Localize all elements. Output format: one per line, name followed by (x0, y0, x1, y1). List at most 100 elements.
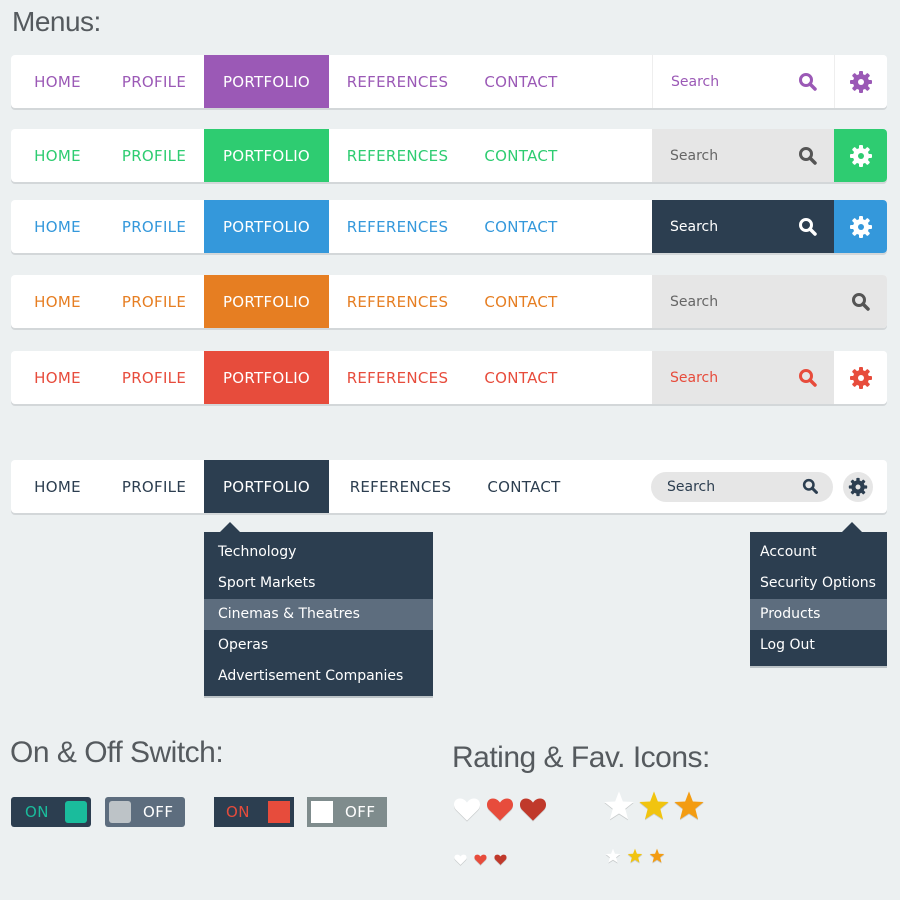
menu-bar-green: HOME PROFILE PORTFOLIO REFERENCES CONTACT (11, 129, 887, 182)
nav-portfolio[interactable]: PORTFOLIO (204, 129, 329, 182)
star-empty-icon[interactable] (605, 848, 621, 868)
nav-home[interactable]: HOME (34, 72, 81, 91)
rating-section-title: Rating & Fav. Icons: (452, 741, 710, 774)
menu-bar-blue: HOME PROFILE PORTFOLIO REFERENCES CONTACT (11, 200, 887, 253)
star-filled-icon[interactable] (638, 790, 670, 826)
search-field[interactable] (652, 351, 834, 404)
heart-filled-dark-icon[interactable] (519, 795, 547, 827)
nav-portfolio[interactable]: PORTFOLIO (204, 200, 329, 253)
search-input[interactable] (670, 293, 780, 310)
heart-filled-dark-icon[interactable] (494, 851, 507, 870)
nav-contact[interactable]: CONTACT (484, 146, 558, 165)
nav-contact[interactable]: CONTACT (484, 292, 558, 311)
star-filled-dark-icon[interactable] (673, 790, 705, 826)
nav-references[interactable]: REFERENCES (346, 292, 449, 311)
hearts-large (453, 795, 552, 827)
nav-profile[interactable]: PROFILE (121, 292, 187, 311)
toggle-switch-on-red[interactable]: ON (214, 797, 294, 827)
menus-section-title: Menus: (12, 6, 101, 37)
menu-bar-purple: HOME PROFILE PORTFOLIO REFERENCES CONTACT (11, 55, 887, 108)
settings-button[interactable] (834, 200, 887, 253)
search-field[interactable] (652, 200, 834, 253)
search-field[interactable] (651, 471, 833, 502)
heart-filled-icon[interactable] (486, 795, 514, 827)
toggle-switch-on-teal[interactable]: ON (11, 797, 91, 827)
heart-empty-icon[interactable] (453, 795, 481, 827)
search-field[interactable] (652, 129, 834, 182)
search-field[interactable] (652, 275, 887, 328)
nav-home[interactable]: HOME (34, 477, 81, 496)
nav-references[interactable]: REFERENCES (346, 217, 449, 236)
gear-icon[interactable] (843, 471, 873, 502)
settings-button[interactable] (834, 129, 887, 182)
nav-contact[interactable]: CONTACT (487, 477, 561, 496)
search-input[interactable] (671, 73, 781, 90)
nav-profile[interactable]: PROFILE (121, 368, 187, 387)
dropdown-item-operas[interactable]: Operas (218, 637, 269, 653)
nav-profile[interactable]: PROFILE (121, 72, 187, 91)
nav-references[interactable]: REFERENCES (346, 72, 449, 91)
dropdown-caret (220, 522, 240, 532)
nav-references[interactable]: REFERENCES (349, 477, 452, 496)
dropdown-item-cinemas-theatres[interactable]: Cinemas & Theatres (204, 599, 433, 630)
dropdown-item-technology[interactable]: Technology (218, 544, 297, 560)
search-icon[interactable] (798, 368, 818, 388)
nav-references[interactable]: REFERENCES (346, 146, 449, 165)
search-input[interactable] (670, 218, 780, 235)
toggle-label: OFF (143, 803, 174, 821)
search-field[interactable] (652, 55, 834, 108)
star-filled-dark-icon[interactable] (649, 848, 665, 868)
search-icon[interactable] (802, 478, 819, 495)
dropdown-item-products[interactable]: Products (750, 599, 887, 630)
dropdown-item-security-options[interactable]: Security Options (760, 575, 876, 591)
nav-references[interactable]: REFERENCES (346, 368, 449, 387)
toggle-knob (268, 801, 290, 823)
search-input[interactable] (670, 369, 780, 386)
search-icon[interactable] (798, 72, 818, 92)
heart-empty-icon[interactable] (454, 851, 467, 870)
nav-contact[interactable]: CONTACT (484, 368, 558, 387)
star-empty-icon[interactable] (603, 790, 635, 826)
nav-profile[interactable]: PROFILE (121, 146, 187, 165)
star-filled-icon[interactable] (627, 848, 643, 868)
nav-portfolio[interactable]: PORTFOLIO (204, 275, 329, 328)
gear-icon (849, 70, 873, 94)
gear-icon (849, 215, 873, 239)
settings-button[interactable] (834, 351, 887, 404)
nav-contact[interactable]: CONTACT (484, 217, 558, 236)
toggle-label: OFF (345, 803, 376, 821)
nav-home[interactable]: HOME (34, 292, 81, 311)
nav-portfolio[interactable]: PORTFOLIO (204, 351, 329, 404)
settings-button[interactable] (834, 55, 887, 108)
search-icon[interactable] (798, 146, 818, 166)
stars-large (603, 790, 708, 826)
gear-icon (849, 366, 873, 390)
menu-bar-orange: HOME PROFILE PORTFOLIO REFERENCES CONTACT (11, 275, 887, 328)
nav-portfolio[interactable]: PORTFOLIO (204, 460, 329, 513)
gear-icon (849, 144, 873, 168)
dropdown-item-log-out[interactable]: Log Out (760, 637, 815, 653)
toggle-label: ON (226, 803, 251, 821)
nav-home[interactable]: HOME (34, 368, 81, 387)
heart-filled-icon[interactable] (474, 851, 487, 870)
search-input[interactable] (667, 478, 777, 495)
nav-profile[interactable]: PROFILE (121, 477, 187, 496)
switch-section-title: On & Off Switch: (10, 736, 224, 769)
stars-small (605, 848, 671, 868)
search-icon[interactable] (798, 217, 818, 237)
search-input[interactable] (670, 147, 780, 164)
toggle-knob (65, 801, 87, 823)
dropdown-item-sport-markets[interactable]: Sport Markets (218, 575, 316, 591)
nav-home[interactable]: HOME (34, 217, 81, 236)
toggle-switch-off-gray[interactable]: OFF (307, 797, 387, 827)
toggle-switch-off-slate[interactable]: OFF (105, 797, 185, 827)
search-icon[interactable] (851, 292, 871, 312)
nav-portfolio[interactable]: PORTFOLIO (204, 55, 329, 108)
nav-profile[interactable]: PROFILE (121, 217, 187, 236)
toggle-knob (109, 801, 131, 823)
dropdown-item-advertisement-companies[interactable]: Advertisement Companies (218, 668, 404, 684)
nav-home[interactable]: HOME (34, 146, 81, 165)
menu-bar-red: HOME PROFILE PORTFOLIO REFERENCES CONTACT (11, 351, 887, 404)
dropdown-item-account[interactable]: Account (760, 544, 817, 560)
nav-contact[interactable]: CONTACT (484, 72, 558, 91)
